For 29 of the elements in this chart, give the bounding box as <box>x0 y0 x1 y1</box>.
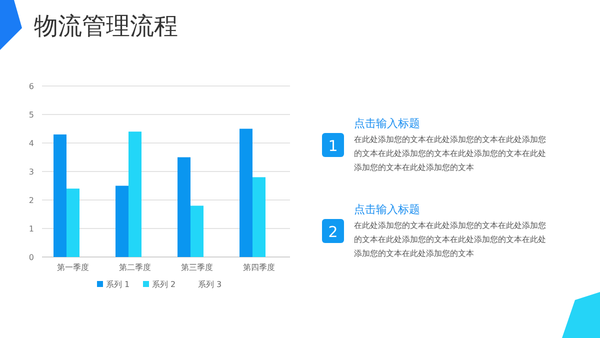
bar <box>252 177 266 257</box>
legend-label: 系列 2 <box>152 280 176 289</box>
bar <box>128 132 142 257</box>
text: 在此处添加您的文本在此处添加您的文本在此处添加您的文本在此处添加您的文本在此处添加您的文本在此处添加您的文本在此处添加您的文本 <box>354 134 546 172</box>
bar <box>190 206 204 257</box>
legend-label: 系列 1 <box>106 280 130 289</box>
x-tick-label: 第四季度 <box>243 263 275 272</box>
bar <box>178 157 190 257</box>
y-tick-label: 5 <box>28 110 34 120</box>
x-tick-label: 第一季度 <box>57 263 89 272</box>
text: 在此处添加您的文本在此处添加您的文本在此处添加您的文本在此处添加您的文本在此处添加您的文本在此处添加您的文本在此处添加您的文本 <box>354 220 546 258</box>
chart-title: 物流管理流程 <box>34 12 178 40</box>
y-tick-label: 6 <box>28 82 34 91</box>
y-tick-label: 3 <box>28 168 34 176</box>
text: 系列 3 <box>198 280 222 289</box>
bar <box>116 186 128 257</box>
y-tick-label: 4 <box>28 139 34 148</box>
bar <box>54 134 66 257</box>
y-tick-label: 0 <box>28 253 34 262</box>
text: 点击输入标题 <box>354 203 420 216</box>
x-tick-label: 第二季度 <box>119 263 151 272</box>
bar <box>240 128 252 257</box>
y-tick-label: 2 <box>28 196 34 205</box>
text: 2 <box>328 223 338 241</box>
text: 点击输入标题 <box>354 117 420 130</box>
y-tick-label: 1 <box>28 224 34 234</box>
text: 1 <box>328 137 338 155</box>
x-tick-label: 第三季度 <box>181 263 213 272</box>
bar <box>66 188 80 257</box>
